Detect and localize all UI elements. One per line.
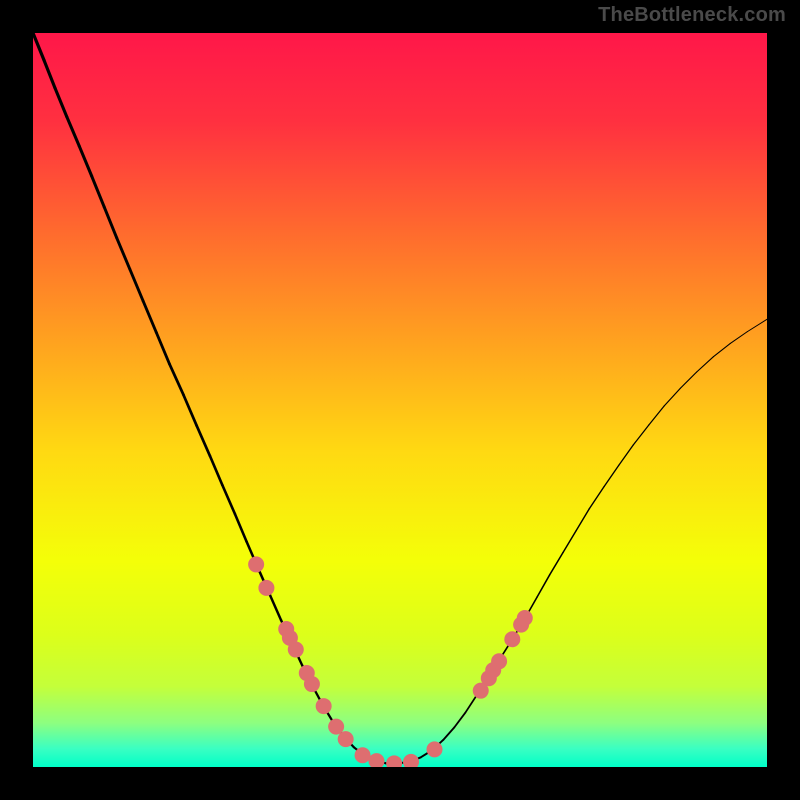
data-markers xyxy=(33,33,767,767)
watermark-label: TheBottleneck.com xyxy=(598,4,786,27)
plot-area xyxy=(33,33,767,767)
